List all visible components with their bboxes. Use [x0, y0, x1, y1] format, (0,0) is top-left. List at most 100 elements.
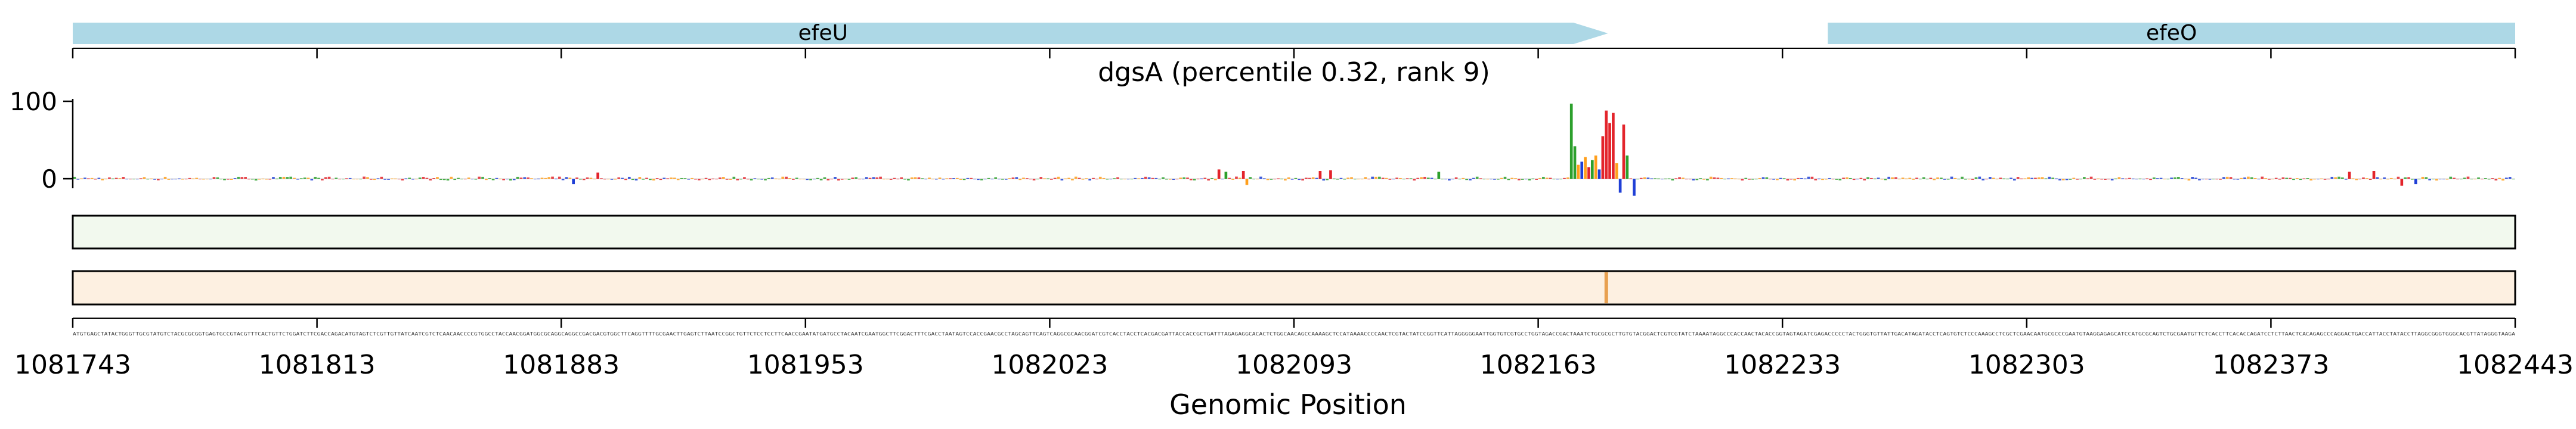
- logo-letter-G: [1758, 178, 1761, 179]
- logo-letter-G: [2240, 178, 2243, 179]
- logo-letter-A: [1475, 176, 1479, 179]
- logo-letter-T: [87, 178, 90, 179]
- logo-letter-A: [509, 179, 512, 181]
- logo-letter-T: [2323, 179, 2327, 180]
- logo-letter-A: [73, 176, 76, 179]
- logo-letter-A: [907, 179, 910, 181]
- logo-letter-C: [1597, 169, 1601, 179]
- logo-letter-T: [2274, 178, 2278, 179]
- logo-letter-T: [2145, 178, 2148, 179]
- logo-letter-A: [1765, 177, 1769, 179]
- sequence-text: ATGTGAGCTATACTGGGTTGCGTATGTCTACGCGCGGTGA…: [73, 331, 2515, 337]
- logo-letter-G: [945, 178, 949, 179]
- logo-letter-A: [2285, 178, 2289, 179]
- y-tick-label-100: 100: [10, 87, 57, 116]
- logo-letter-G: [691, 178, 693, 179]
- logo-letter-G: [2037, 177, 2041, 179]
- logo-letter-G: [1081, 179, 1085, 180]
- logo-letter-A: [767, 178, 770, 179]
- logo-letter-T: [582, 179, 586, 181]
- logo-letter-G: [781, 176, 785, 179]
- logo-letter-A: [1001, 179, 1004, 180]
- logo-letter-C: [1322, 179, 1326, 181]
- logo-letter-C: [233, 178, 237, 179]
- logo-letter-C: [753, 178, 757, 179]
- logo-letter-C: [1989, 177, 1992, 179]
- logo-letter-G: [2501, 179, 2504, 181]
- logo-letter-C: [2012, 179, 2016, 181]
- logo-letter-A: [1744, 178, 1748, 179]
- logo-letter-A: [1162, 177, 1165, 179]
- logo-letter-A: [1326, 179, 1329, 181]
- logo-letter-T: [2128, 178, 2131, 179]
- logo-letter-T: [1549, 178, 1552, 179]
- logo-letter-A: [1667, 178, 1671, 179]
- logo-letter-T: [736, 179, 739, 181]
- logo-letter-T: [558, 176, 561, 179]
- logo-letter-G: [306, 178, 310, 179]
- logo-letter-C: [770, 177, 774, 179]
- logo-letter-G: [1071, 179, 1074, 181]
- logo-letter-T: [1748, 179, 1751, 180]
- logo-letter-C: [1262, 178, 1266, 179]
- logo-letter-C: [2376, 177, 2379, 179]
- logo-letter-A: [2051, 178, 2055, 179]
- logo-letter-G: [2117, 177, 2121, 179]
- logo-letter-G: [1510, 178, 1514, 179]
- logo-letter-G: [1214, 179, 1217, 181]
- logo-letter-T: [1050, 179, 1053, 180]
- logo-letter-C: [1779, 178, 1782, 179]
- logo-letter-G: [1018, 179, 1021, 181]
- logo-letter-T: [743, 177, 746, 179]
- x-tick-label-1082233: 1082233: [1724, 350, 1841, 380]
- logo-letter-G: [956, 178, 959, 179]
- logo-letter-C: [2159, 178, 2163, 179]
- logo-letter-A: [1699, 178, 1702, 179]
- logo-letter-T: [2076, 179, 2079, 180]
- logo-letter-C: [1650, 178, 1654, 179]
- logo-plot: [73, 103, 2515, 196]
- y-tick-label-0: 0: [41, 164, 57, 194]
- logo-letter-T: [327, 176, 331, 179]
- logo-letter-C: [2121, 178, 2125, 179]
- logo-letter-A: [764, 179, 767, 181]
- logo-letter-G: [1074, 176, 1078, 179]
- logo-letter-G: [2023, 178, 2027, 179]
- logo-letter-T: [704, 178, 708, 179]
- logo-letter-C: [495, 178, 499, 179]
- logo-letter-G: [544, 178, 547, 179]
- logo-letter-A: [987, 178, 990, 179]
- logo-letter-T: [624, 179, 627, 181]
- logo-letter-C: [1772, 179, 1775, 180]
- logo-letter-C: [1692, 179, 1695, 181]
- logo-letter-A: [516, 176, 519, 179]
- logo-letter-T: [2086, 178, 2089, 179]
- logo-letter-T: [2400, 179, 2404, 186]
- logo-letter-G: [673, 178, 676, 179]
- logo-letter-G: [1102, 178, 1106, 179]
- logo-letter-C: [1290, 179, 1294, 180]
- logo-letter-T: [791, 179, 795, 180]
- logo-letter-A: [453, 179, 457, 181]
- logo-letter-T: [917, 177, 921, 179]
- logo-letter-A: [2425, 177, 2428, 179]
- logo-letter-G: [2421, 176, 2425, 179]
- logo-letter-A: [491, 179, 495, 181]
- logo-letter-T: [1535, 179, 1538, 180]
- logo-letter-T: [1797, 178, 1800, 179]
- logo-letter-T: [244, 177, 247, 179]
- logo-letter-C: [2236, 179, 2240, 180]
- logo-letter-C: [348, 178, 352, 179]
- logo-letter-C: [565, 177, 568, 179]
- x-tick-label-1082163: 1082163: [1480, 350, 1597, 380]
- logo-letter-C: [1088, 179, 1092, 181]
- logo-letter-T: [212, 177, 216, 179]
- logo-letter-A: [2174, 177, 2176, 179]
- logo-letter-G: [1179, 178, 1182, 179]
- logo-letter-C: [1371, 176, 1374, 179]
- logo-letter-A: [1706, 179, 1709, 181]
- logo-letter-C: [1580, 161, 1584, 179]
- logo-letter-A: [683, 178, 687, 179]
- logo-letter-T: [157, 179, 160, 181]
- logo-letter-A: [488, 178, 491, 179]
